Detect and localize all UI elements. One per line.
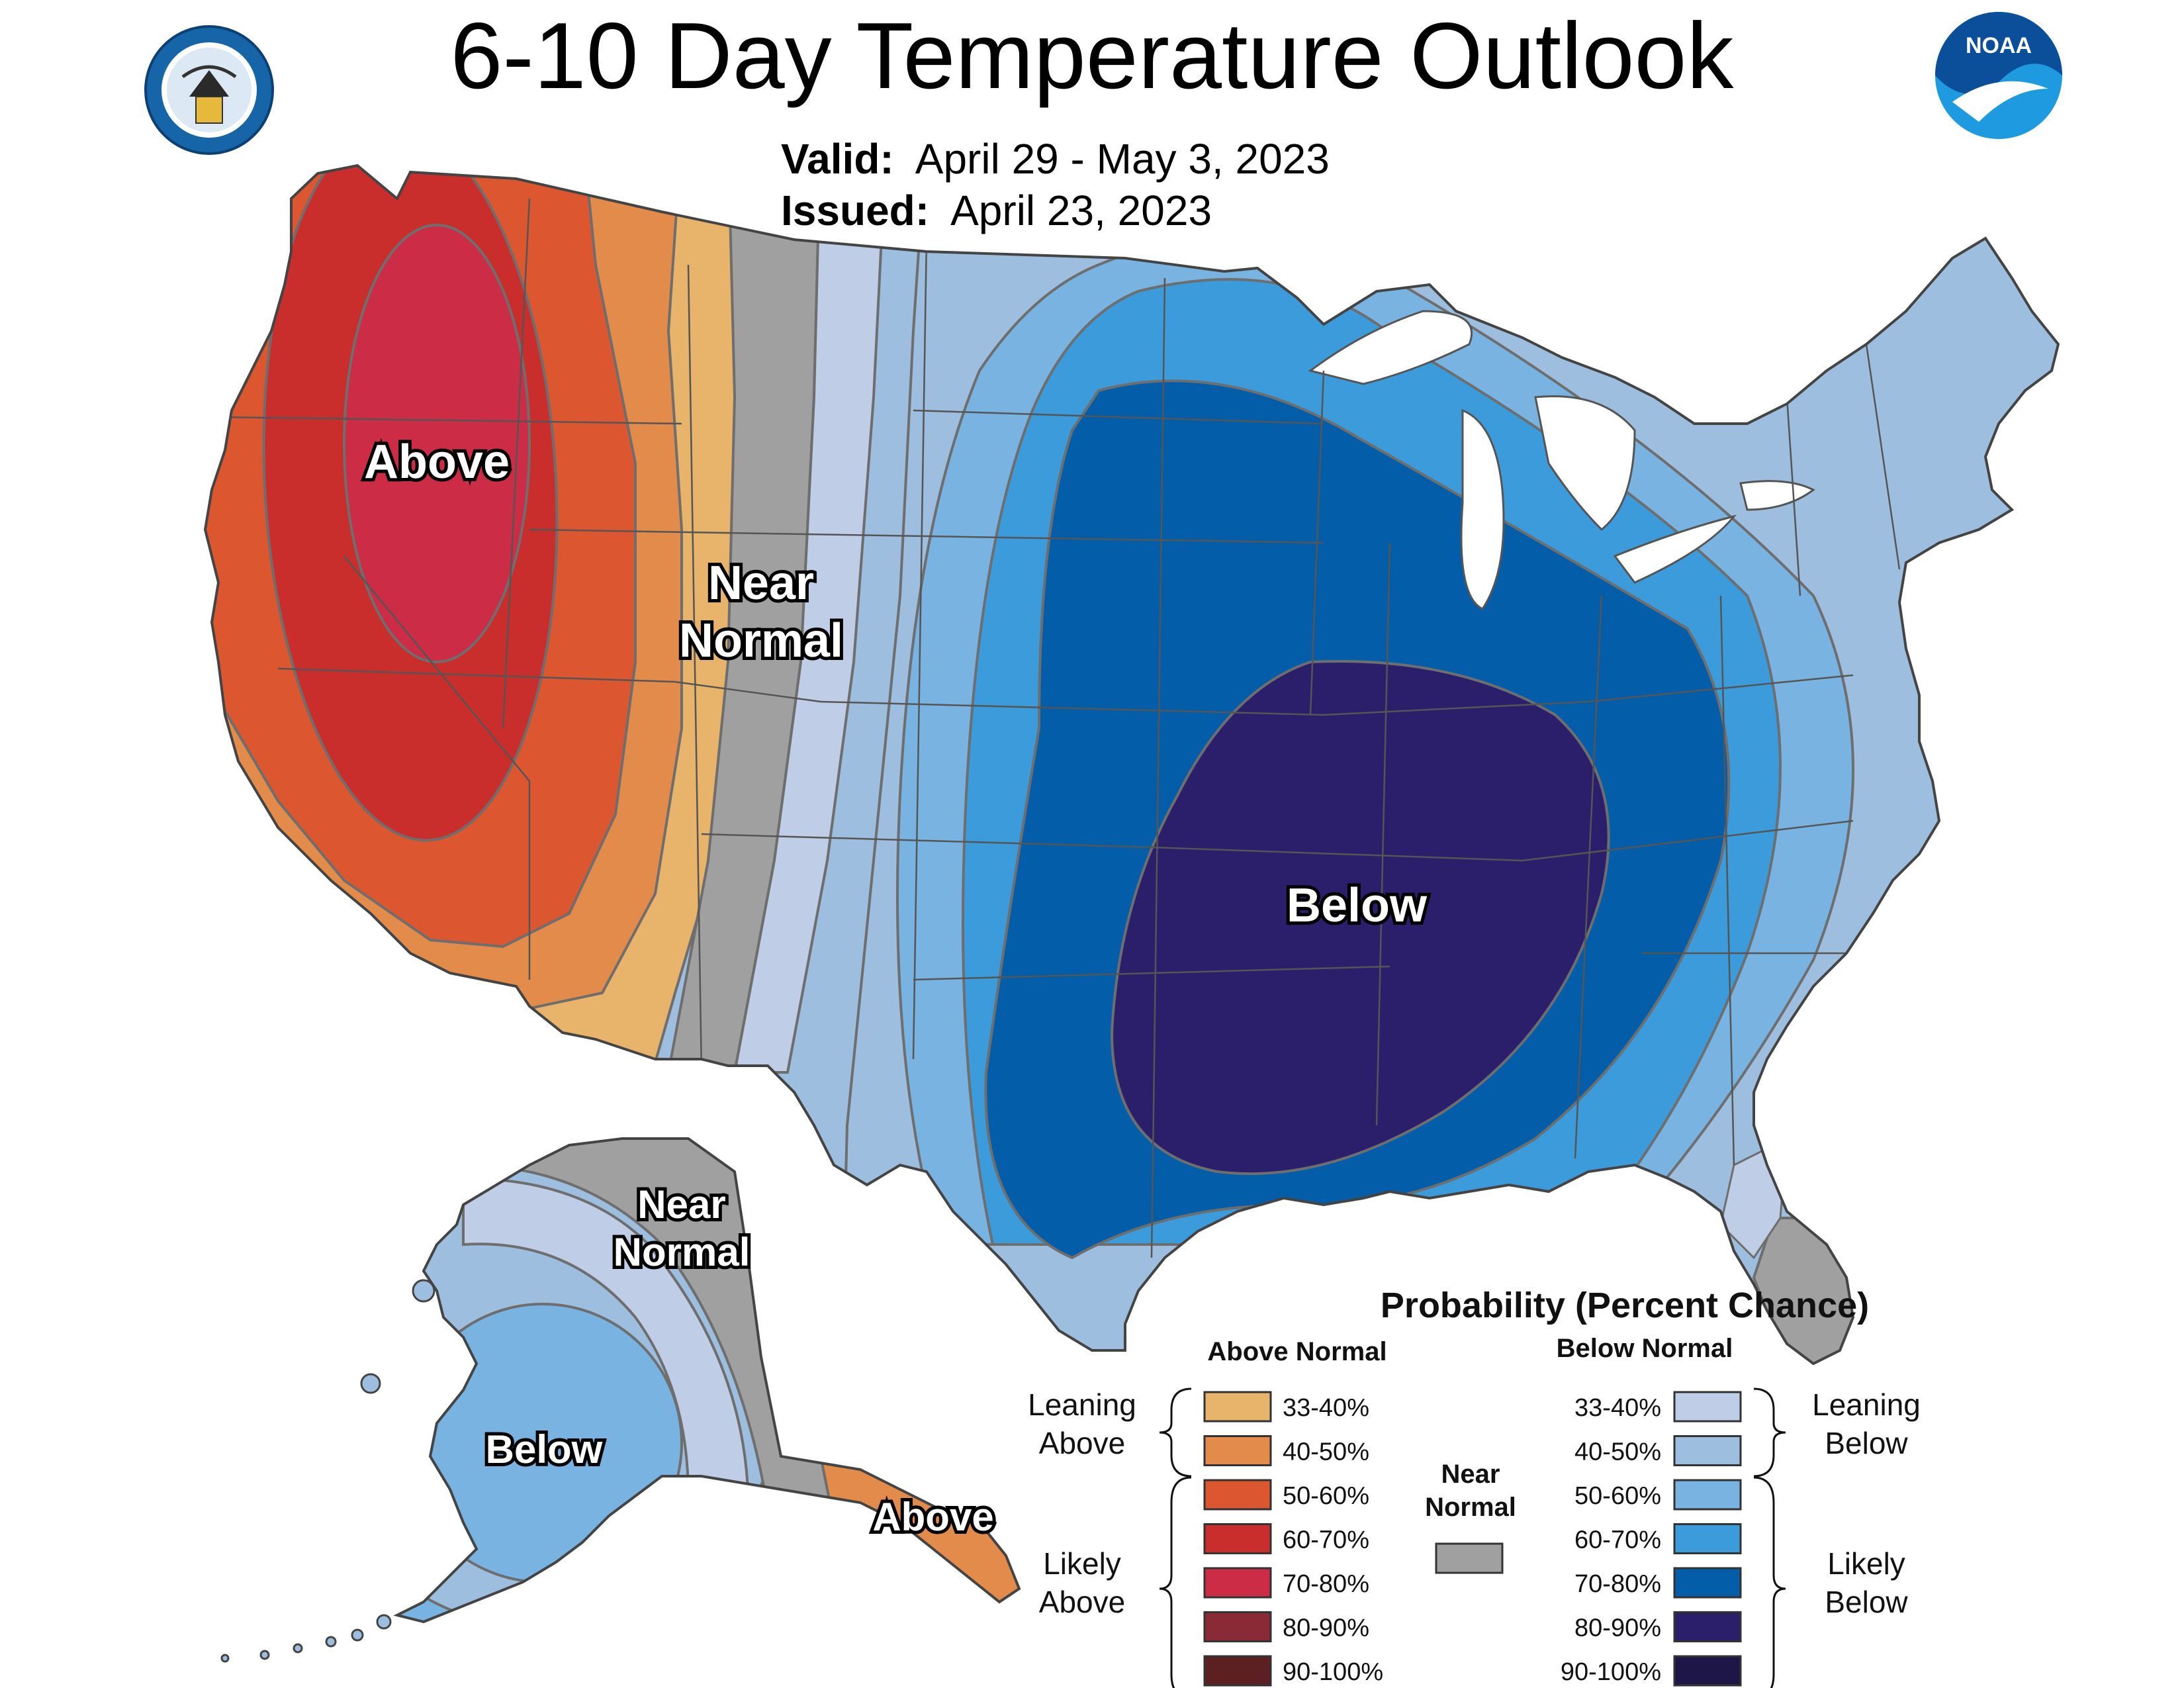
below-swatch-0	[1673, 1391, 1742, 1423]
legend-likely-below-2: Below	[1825, 1585, 1908, 1619]
legend-near-header-1: Near	[1441, 1460, 1500, 1489]
above-swatch-3	[1203, 1523, 1272, 1554]
issued-label: Issued:	[781, 187, 930, 234]
legend-above-header: Above Normal	[1207, 1337, 1387, 1366]
conus-near-label-1: Near	[708, 557, 814, 610]
legend-below-swatches: 33-40% 40-50% 50-60% 60-70% 70-80% 80-90% 90-1…	[1561, 1391, 1742, 1687]
below-range-label-3: 60-70%	[1574, 1526, 1661, 1554]
legend-above-swatches: 33-40% 40-50% 50-60% 60-70% 70-80% 80-90% 90-1…	[1203, 1391, 1383, 1687]
conus-contours	[205, 165, 2058, 1364]
legend-likely-above-2: Above	[1039, 1585, 1125, 1619]
below-swatch-1	[1673, 1435, 1742, 1466]
below-range-label-1: 40-50%	[1574, 1438, 1661, 1466]
below-range-label-2: 50-60%	[1574, 1482, 1661, 1510]
department-of-commerce-seal-icon	[144, 25, 274, 155]
below-range-label-4: 70-80%	[1574, 1570, 1661, 1598]
legend-below-header: Below Normal	[1557, 1334, 1733, 1363]
state-boundaries	[218, 198, 1901, 1258]
below-swatch-3	[1673, 1523, 1742, 1554]
legend: Probability (Percent Chance) Above Norma…	[1028, 1286, 1921, 1688]
above-swatch-6	[1203, 1655, 1272, 1687]
lake-superior	[1308, 310, 1473, 385]
above-swatch-5	[1203, 1611, 1272, 1642]
above-swatch-0	[1203, 1391, 1272, 1423]
issued-date: April 23, 2023	[950, 187, 1212, 234]
valid-label: Valid:	[781, 135, 894, 183]
legend-leaning-above-2: Above	[1039, 1426, 1125, 1460]
legend-title: Probability (Percent Chance)	[1381, 1286, 1869, 1325]
above-range-label-1: 40-50%	[1283, 1438, 1369, 1466]
below-range-label-6: 90-100%	[1561, 1658, 1661, 1686]
legend-braces	[1159, 1387, 1786, 1688]
issued-line: Issued: April 23, 2023	[781, 189, 1212, 232]
below-range-label-5: 80-90%	[1574, 1615, 1661, 1642]
lake-huron	[1534, 395, 1636, 532]
above-range-label-3: 60-70%	[1283, 1526, 1369, 1554]
valid-dates: April 29 - May 3, 2023	[915, 135, 1330, 183]
page-title: 6-10 Day Temperature Outlook	[450, 3, 1734, 109]
below-swatch-2	[1673, 1479, 1742, 1511]
below-swatch-6	[1673, 1655, 1742, 1687]
above-swatch-4	[1203, 1567, 1272, 1599]
band-below-33-40	[733, 165, 889, 1074]
lake-michigan	[1460, 408, 1505, 610]
lake-ontario	[1739, 480, 1815, 511]
legend-near-swatch	[1435, 1542, 1504, 1574]
above-range-label-4: 70-80%	[1283, 1570, 1369, 1598]
legend-leaning-above-1: Leaning	[1028, 1387, 1136, 1422]
legend-likely-below-1: Likely	[1827, 1546, 1905, 1581]
conus-below-label: Below	[1287, 879, 1428, 932]
ak-near-label-2: Normal	[614, 1230, 751, 1274]
brace-leaning-below	[1753, 1387, 1786, 1477]
below-swatch-5	[1673, 1611, 1742, 1642]
map-labels: Above Near Normal Below Near Normal Belo…	[361, 432, 1431, 1542]
band-above-70-80	[343, 224, 531, 663]
brace-likely-below	[1753, 1476, 1786, 1688]
valid-line: Valid: April 29 - May 3, 2023	[781, 138, 1330, 180]
aleutian-islands	[220, 1279, 435, 1663]
brace-likely-above	[1159, 1476, 1192, 1688]
conus-near-label-2: Normal	[679, 614, 843, 667]
ak-above-label: Above	[872, 1495, 993, 1539]
brace-leaning-above	[1159, 1387, 1192, 1477]
above-swatch-2	[1203, 1479, 1272, 1511]
conus-above-label: Above	[364, 436, 510, 489]
ak-below-label: Below	[486, 1427, 603, 1472]
legend-likely-above-1: Likely	[1043, 1546, 1121, 1581]
noaa-logo-text: NOAA	[1966, 33, 2032, 58]
legend-leaning-below-1: Leaning	[1812, 1387, 1921, 1422]
above-swatch-1	[1203, 1435, 1272, 1466]
noaa-logo-icon: NOAA	[1935, 12, 2062, 139]
below-range-label-0: 33-40%	[1574, 1394, 1661, 1422]
lake-erie	[1613, 514, 1737, 584]
above-range-label-2: 50-60%	[1283, 1482, 1369, 1510]
above-range-label-0: 33-40%	[1283, 1394, 1369, 1422]
legend-leaning-below-2: Below	[1825, 1426, 1908, 1460]
above-range-label-5: 80-90%	[1283, 1615, 1369, 1642]
ak-near-label-1: Near	[637, 1182, 725, 1227]
legend-near-header-2: Normal	[1425, 1493, 1516, 1522]
above-range-label-6: 90-100%	[1283, 1658, 1383, 1686]
below-swatch-4	[1673, 1567, 1742, 1599]
